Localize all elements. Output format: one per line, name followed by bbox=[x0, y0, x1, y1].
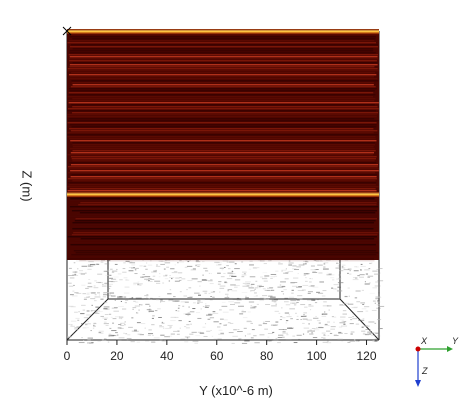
origin-marker bbox=[62, 26, 72, 36]
triad-x-axis-dot bbox=[415, 346, 421, 352]
y-tick-label: 60 bbox=[210, 349, 224, 363]
y-tick-label: 20 bbox=[110, 349, 124, 363]
top-bright-layer bbox=[67, 29, 379, 34]
y-tick-label: 100 bbox=[307, 349, 327, 363]
triad-x-label: X bbox=[420, 336, 428, 346]
triad-y-arrow-icon bbox=[447, 346, 453, 352]
orientation-triad: X Y Z bbox=[415, 336, 459, 387]
y-tick-label: 120 bbox=[357, 349, 377, 363]
z-axis-label: Z (m) bbox=[19, 170, 35, 202]
triad-z-label: Z bbox=[421, 366, 428, 376]
y-tick-label: 80 bbox=[260, 349, 274, 363]
triad-z-arrow-icon bbox=[415, 380, 421, 387]
y-axis: 0 20 40 60 80 100 120 bbox=[64, 340, 377, 363]
red-volume-render bbox=[67, 32, 379, 262]
y-tick-label: 0 bbox=[64, 349, 71, 363]
y-axis-label: Y (x10^-6 m) bbox=[199, 383, 273, 398]
grayscale-speckle-region bbox=[67, 255, 385, 344]
y-tick-label: 40 bbox=[160, 349, 174, 363]
middle-bright-layer bbox=[67, 192, 379, 197]
triad-y-label: Y bbox=[452, 336, 459, 346]
